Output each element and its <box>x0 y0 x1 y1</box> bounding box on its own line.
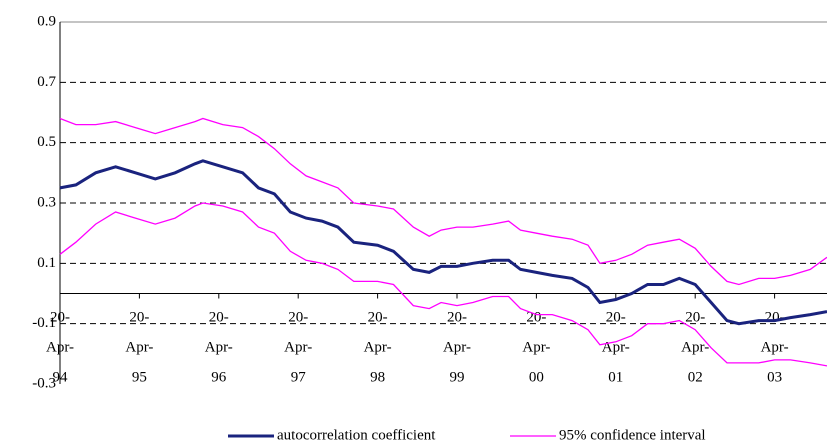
y-tick-label: 0.7 <box>37 74 56 90</box>
legend-label: autocorrelation coefficient <box>277 427 436 443</box>
x-tick-label: 20-Apr-99 <box>443 310 471 386</box>
x-tick-label: 20-Apr-01 <box>602 310 630 386</box>
legend-label: 95% confidence interval <box>559 427 706 443</box>
x-tick-label: 20-Apr-00 <box>522 310 550 386</box>
series-line <box>59 202 827 367</box>
x-tick-label: 20-Apr-94 <box>46 310 74 386</box>
series-line <box>59 117 827 286</box>
x-tick-label: 20-Apr-02 <box>681 310 709 386</box>
y-tick-label: -0.3 <box>32 375 56 391</box>
y-tick-label: 0.3 <box>37 194 56 210</box>
y-tick-label: -0.1 <box>32 315 56 331</box>
x-tick-label: 20-Apr-95 <box>125 310 153 386</box>
x-tick-label: 20-Apr-98 <box>364 310 392 386</box>
x-tick-label: 20-Apr-96 <box>205 310 233 386</box>
y-tick-label: 0.1 <box>37 255 56 271</box>
y-tick-label: 0.5 <box>37 134 56 150</box>
series-line <box>59 159 827 326</box>
x-tick-label: 20-Apr-97 <box>284 310 312 386</box>
y-tick-label: 0.9 <box>37 13 56 29</box>
